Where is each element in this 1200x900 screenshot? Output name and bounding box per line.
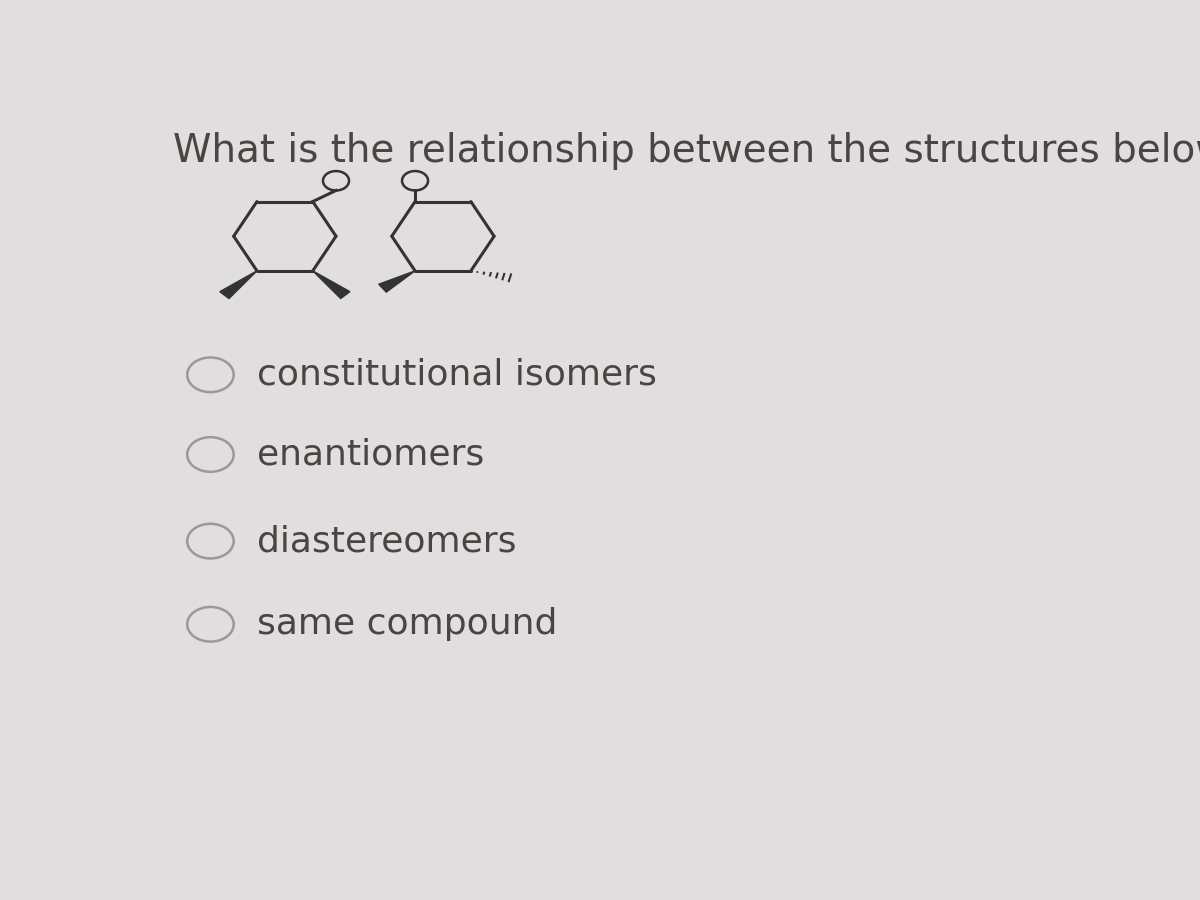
Text: What is the relationship between the structures below?: What is the relationship between the str… (173, 132, 1200, 170)
Text: constitutional isomers: constitutional isomers (257, 358, 656, 392)
Polygon shape (220, 271, 257, 299)
Text: enantiomers: enantiomers (257, 437, 485, 472)
Polygon shape (313, 271, 350, 299)
Text: diastereomers: diastereomers (257, 524, 516, 558)
Polygon shape (379, 271, 415, 292)
Text: same compound: same compound (257, 608, 557, 642)
